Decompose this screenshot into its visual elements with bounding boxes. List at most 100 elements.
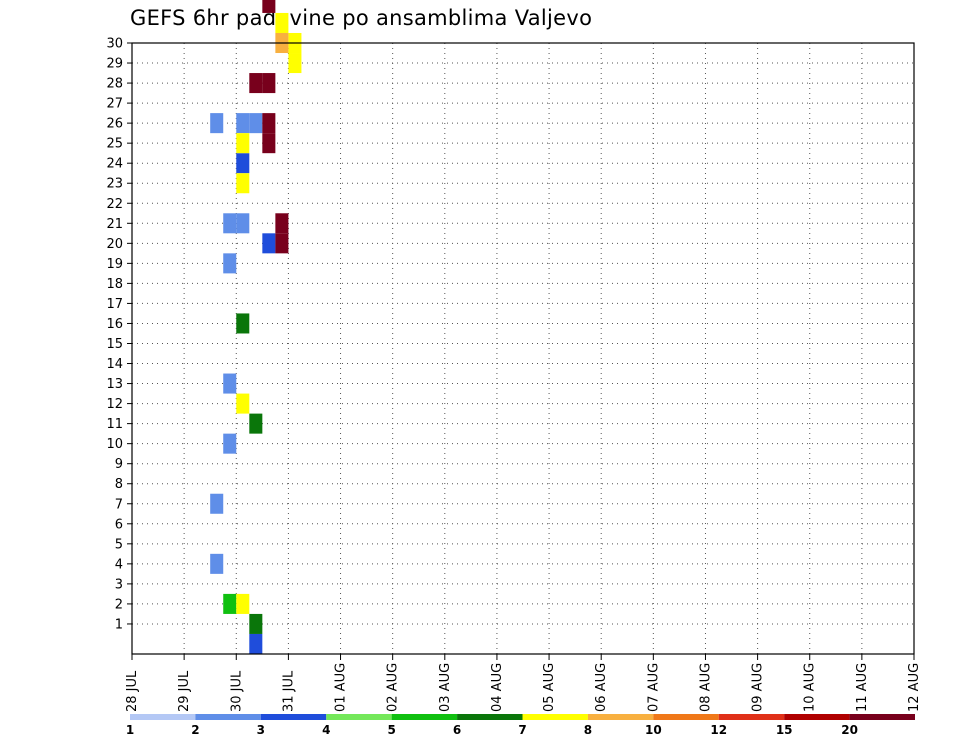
legend-label: 3 <box>257 723 265 737</box>
y-tick-label: 28 <box>106 77 123 92</box>
y-tick-label: 12 <box>106 397 123 412</box>
legend-swatch <box>522 714 588 720</box>
legend-swatch <box>718 714 785 720</box>
legend-label: 6 <box>453 723 461 737</box>
y-tick-label: 3 <box>115 577 123 592</box>
x-tick-label: 07 AUG <box>646 663 661 712</box>
heatmap-cell <box>236 213 250 234</box>
legend-label: 12 <box>710 723 727 737</box>
y-tick-label: 21 <box>106 217 123 232</box>
chart-title: GEFS 6hr padavine po ansamblima Valjevo <box>130 6 593 30</box>
y-tick-label: 5 <box>115 537 123 552</box>
y-tick-label: 18 <box>106 277 123 292</box>
x-tick-label: 11 AUG <box>855 663 870 712</box>
heatmap-cell <box>275 213 289 234</box>
legend-label: 2 <box>191 723 199 737</box>
y-tick-label: 13 <box>106 377 123 392</box>
plot-frame <box>131 42 915 655</box>
x-tick-label: 08 AUG <box>698 663 713 712</box>
y-axis: 1234567891011121314151617181920212223242… <box>106 37 132 632</box>
legend-swatch <box>784 714 850 720</box>
y-tick-label: 17 <box>106 297 123 312</box>
heatmap-cell <box>262 73 276 94</box>
y-tick-label: 9 <box>115 457 123 472</box>
x-tick-label: 06 AUG <box>594 663 609 712</box>
heatmap-cell <box>223 593 237 614</box>
y-tick-label: 27 <box>106 97 123 112</box>
y-tick-label: 8 <box>115 477 123 492</box>
heatmap-cell <box>236 153 250 174</box>
y-tick-label: 25 <box>106 137 123 152</box>
x-tick-label: 29 JUL <box>177 670 192 712</box>
x-tick-label: 09 AUG <box>751 663 766 712</box>
heatmap-cell <box>210 493 224 514</box>
heatmap-cell <box>288 53 302 74</box>
x-tick-label: 02 AUG <box>386 663 401 712</box>
heatmap-cell <box>249 113 263 134</box>
heatmap-cell <box>262 113 276 134</box>
heatmap-cell <box>249 413 263 434</box>
y-tick-label: 22 <box>106 197 123 212</box>
heatmap-cell <box>223 373 237 394</box>
heatmap-cell <box>275 12 289 33</box>
heatmap-cell <box>275 233 289 254</box>
heatmap-cell <box>210 553 224 574</box>
y-tick-label: 20 <box>106 237 123 252</box>
y-tick-label: 16 <box>106 317 123 332</box>
y-tick-label: 1 <box>115 617 123 632</box>
x-tick-label: 30 JUL <box>229 670 244 712</box>
x-tick-label: 04 AUG <box>490 663 505 712</box>
legend-label: 15 <box>776 723 793 737</box>
legend-swatch <box>195 714 261 720</box>
heatmap-cell <box>236 173 250 194</box>
heatmap-cell <box>262 233 276 254</box>
y-tick-label: 30 <box>106 37 123 52</box>
heatmap-cell <box>236 593 250 614</box>
legend-label: 4 <box>322 723 330 737</box>
heatmap-cell <box>210 113 224 134</box>
color-legend: 1 2 3 4 5 6 7 8 10 12 15 20 <box>126 714 915 737</box>
y-tick-label: 26 <box>106 117 123 132</box>
y-tick-label: 10 <box>106 437 123 452</box>
y-tick-label: 14 <box>106 357 123 372</box>
y-tick-label: 23 <box>106 177 123 192</box>
x-tick-label: 05 AUG <box>542 663 557 712</box>
legend-swatch <box>260 714 327 720</box>
legend-label: 8 <box>584 723 592 737</box>
legend-swatch <box>457 714 523 720</box>
legend-label: 10 <box>645 723 662 737</box>
heatmap-cell <box>249 613 263 634</box>
x-tick-label: 01 AUG <box>334 663 349 712</box>
legend-label: 1 <box>126 723 134 737</box>
x-tick-label: 03 AUG <box>438 663 453 712</box>
heatmap-cell <box>262 133 276 154</box>
y-tick-label: 29 <box>106 57 123 72</box>
y-tick-label: 4 <box>115 557 123 572</box>
x-tick-label: 28 JUL <box>125 670 140 712</box>
y-tick-label: 15 <box>106 337 123 352</box>
legend-label: 5 <box>387 723 395 737</box>
y-tick-label: 6 <box>115 517 123 532</box>
legend-label: 20 <box>841 723 858 737</box>
legend-swatch <box>653 714 719 720</box>
y-tick-label: 11 <box>106 417 123 432</box>
heatmap-cell <box>236 313 250 334</box>
legend-swatch <box>849 714 915 720</box>
y-tick-label: 2 <box>115 597 123 612</box>
legend-swatch <box>587 714 654 720</box>
heatmap-cell <box>249 633 263 654</box>
x-tick-label: 10 AUG <box>803 663 818 712</box>
heatmap-cell <box>236 113 250 134</box>
grid-lines <box>132 42 914 654</box>
heatmap-cell <box>262 0 276 13</box>
heatmap-cell <box>223 213 237 234</box>
heatmap-cell <box>236 393 250 414</box>
heatmap-cell <box>223 253 237 274</box>
heatmap-cell <box>236 133 250 154</box>
y-tick-label: 19 <box>106 257 123 272</box>
heatmap-cell <box>223 433 237 454</box>
x-tick-label: 31 JUL <box>281 670 296 712</box>
legend-label: 7 <box>518 723 526 737</box>
heatmap-cell <box>249 73 263 94</box>
